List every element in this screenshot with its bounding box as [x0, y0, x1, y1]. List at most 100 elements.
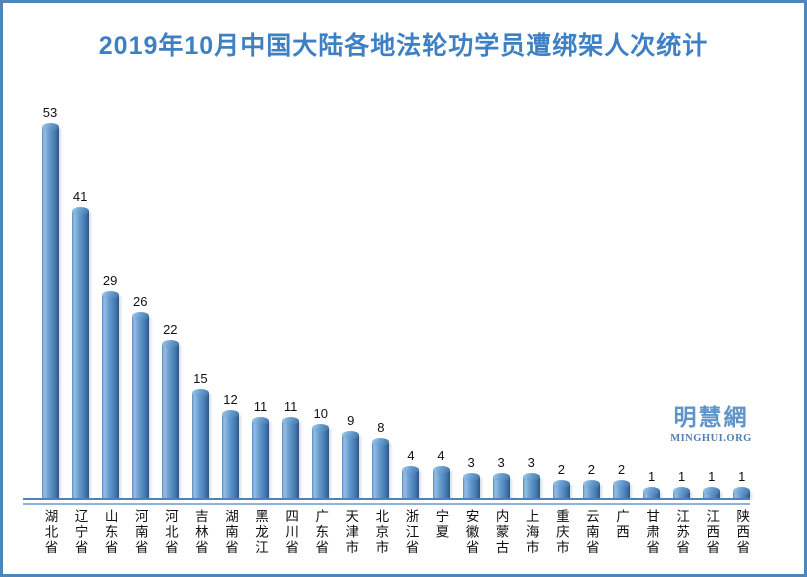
bar-column: 1 — [667, 470, 697, 498]
bar-column: 1 — [697, 470, 727, 498]
category-cell: 辽宁省 — [65, 509, 95, 556]
bar-column: 8 — [366, 421, 396, 498]
bar — [372, 438, 390, 498]
bar-value-label: 9 — [347, 413, 355, 428]
bar — [612, 480, 630, 498]
category-label: 河南省 — [132, 509, 148, 556]
bar-column: 2 — [546, 463, 576, 498]
bar-value-label: 15 — [193, 371, 208, 386]
x-axis-line — [23, 498, 750, 500]
bar — [312, 424, 330, 498]
category-label: 重庆市 — [553, 509, 569, 556]
category-labels-row: 湖北省 辽宁省 山东省 河南省 河北省 吉林省 湖南省 黑龙江 四川省 广东省 天津市 北京市 浙江省宁… — [35, 509, 757, 556]
category-cell: 河北省 — [155, 509, 185, 556]
category-label: 广西 — [613, 509, 629, 540]
category-cell: 江苏省 — [667, 509, 697, 556]
bar-value-label: 3 — [527, 455, 535, 470]
category-cell: 内蒙古 — [486, 509, 516, 556]
bar-column: 12 — [215, 393, 245, 498]
bar-value-label: 8 — [377, 420, 385, 435]
category-label: 湖南省 — [222, 509, 238, 556]
category-label: 安徽省 — [463, 509, 479, 556]
bar — [282, 417, 300, 498]
minghui-watermark: 明慧網 MINGHUI.ORG — [661, 405, 761, 444]
bar — [131, 312, 149, 498]
bar-column: 3 — [456, 456, 486, 498]
category-label: 北京市 — [373, 509, 389, 556]
bar-column: 1 — [727, 470, 757, 498]
bar — [252, 417, 270, 498]
bar — [492, 473, 510, 498]
bar — [342, 431, 360, 498]
category-cell: 北京市 — [366, 509, 396, 556]
bar-value-label: 3 — [497, 455, 505, 470]
bar-value-label: 12 — [223, 392, 238, 407]
bar — [402, 466, 420, 498]
bar-column: 22 — [155, 323, 185, 498]
bar-column: 1 — [637, 470, 667, 498]
category-label: 甘肃省 — [644, 509, 660, 556]
bar-value-label: 2 — [617, 462, 626, 477]
bar-column: 2 — [576, 463, 606, 498]
category-cell: 江西省 — [697, 509, 727, 556]
category-cell: 广西 — [606, 509, 636, 556]
category-label: 陕西省 — [734, 509, 750, 556]
category-label: 上海市 — [523, 509, 539, 556]
bar-value-label: 1 — [647, 469, 656, 484]
category-label: 浙江省 — [403, 509, 419, 556]
bar-value-label: 3 — [467, 455, 475, 470]
category-cell: 陕西省 — [727, 509, 757, 556]
category-cell: 甘肃省 — [637, 509, 667, 556]
bar-value-label: 22 — [163, 322, 178, 337]
category-label: 湖北省 — [42, 509, 58, 556]
bar — [673, 487, 691, 498]
bar-value-label: 1 — [678, 469, 686, 484]
bar — [161, 340, 179, 498]
category-label: 辽宁省 — [72, 509, 88, 556]
minghui-logo-text: 明慧網 — [673, 405, 749, 430]
bar-column: 4 — [426, 449, 456, 498]
bar-value-label: 53 — [42, 105, 58, 120]
bar-value-label: 1 — [738, 469, 746, 484]
category-label: 云南省 — [583, 509, 599, 556]
category-cell: 上海市 — [516, 509, 546, 556]
chart-title: 2019年10月中国大陆各地法轮功学员遭绑架人次统计 — [98, 32, 709, 60]
bar — [643, 487, 661, 498]
category-label: 内蒙古 — [493, 509, 509, 556]
minghui-url-text: MINGHUI.ORG — [670, 433, 752, 444]
bar-column: 4 — [396, 449, 426, 498]
category-label: 四川省 — [283, 509, 299, 556]
bar — [582, 480, 600, 498]
bar — [703, 487, 721, 498]
bar-value-label: 26 — [133, 294, 148, 309]
bar-column: 9 — [336, 414, 366, 498]
bar — [41, 123, 59, 498]
category-cell: 河南省 — [125, 509, 155, 556]
bar — [733, 487, 751, 498]
category-cell: 宁夏 — [426, 509, 456, 556]
category-label: 河北省 — [162, 509, 178, 556]
bar-value-label: 11 — [253, 399, 268, 414]
bar-column: 26 — [125, 295, 155, 498]
category-cell: 天津市 — [336, 509, 366, 556]
x-axis-secondary-line — [23, 503, 750, 505]
bar — [552, 480, 570, 498]
category-cell: 云南省 — [576, 509, 606, 556]
bar — [101, 291, 119, 498]
category-cell: 四川省 — [276, 509, 306, 556]
bar-column: 11 — [246, 400, 276, 498]
bar-value-label: 4 — [407, 448, 415, 463]
category-cell: 安徽省 — [456, 509, 486, 556]
bar-column: 11 — [276, 400, 306, 498]
bar-column: 3 — [516, 456, 546, 498]
category-label: 广东省 — [313, 509, 329, 556]
bar-value-label: 11 — [283, 399, 298, 414]
category-cell: 广东省 — [306, 509, 336, 556]
bars-row: 53 41 29 26 22 15 12 11 11 10 9 8 4 4 3 3 3 2 2 2 1 1 1 1 — [35, 106, 757, 498]
bar-value-label: 2 — [587, 462, 596, 477]
bar-value-label: 29 — [102, 273, 118, 288]
bar-column: 41 — [65, 190, 95, 498]
bar-column: 53 — [35, 106, 65, 498]
bar — [462, 473, 480, 498]
